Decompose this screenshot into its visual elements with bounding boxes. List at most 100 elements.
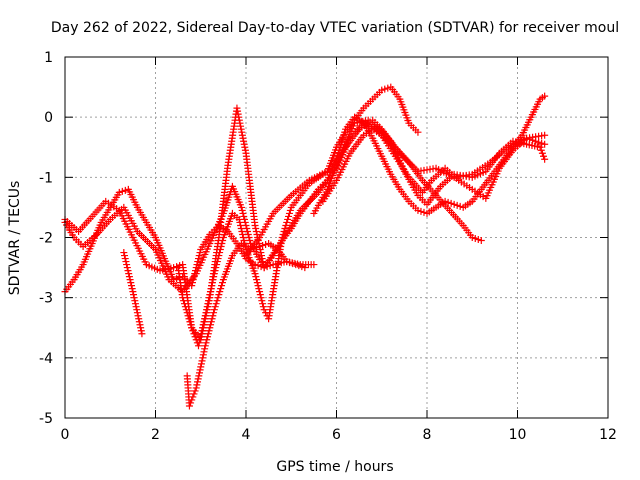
data-point — [138, 330, 146, 338]
data-point — [282, 221, 290, 229]
data-point — [214, 255, 222, 263]
y-tick-label: -1 — [39, 170, 53, 186]
data-point — [208, 282, 216, 290]
data-point — [193, 261, 201, 269]
data-point — [341, 128, 349, 136]
data-point — [301, 264, 309, 272]
data-point — [240, 237, 248, 245]
data-point — [237, 122, 245, 130]
data-point — [199, 321, 207, 329]
data-point — [441, 197, 449, 205]
data-point — [240, 140, 248, 148]
data-point — [208, 279, 216, 287]
data-point — [181, 303, 189, 311]
data-point — [252, 273, 260, 281]
data-point — [417, 207, 425, 215]
data-point — [541, 155, 549, 163]
data-point — [474, 236, 482, 244]
data-point — [540, 152, 548, 160]
data-point — [216, 249, 224, 257]
data-point — [310, 261, 318, 269]
data-point — [128, 285, 136, 293]
x-axis-label: GPS time / hours — [276, 459, 393, 475]
data-point — [202, 309, 210, 317]
data-point — [252, 224, 260, 232]
data-point — [253, 276, 261, 284]
data-point — [252, 227, 260, 235]
data-point — [134, 312, 142, 320]
data-point — [278, 234, 286, 241]
data-point — [206, 288, 214, 296]
data-point — [218, 282, 226, 290]
data-point — [285, 212, 293, 220]
data-point — [283, 218, 291, 226]
data-point — [204, 300, 212, 308]
data-point — [194, 258, 202, 266]
data-point — [217, 243, 225, 251]
data-point — [251, 261, 259, 269]
data-point — [235, 113, 243, 121]
data-point — [194, 378, 202, 386]
data-point — [256, 243, 264, 251]
data-point — [213, 261, 221, 269]
data-point — [131, 300, 139, 308]
data-point — [384, 84, 392, 92]
data-point — [180, 297, 188, 305]
data-point — [199, 351, 207, 359]
data-point — [468, 234, 476, 241]
data-point — [183, 309, 191, 317]
data-point — [137, 327, 145, 335]
y-tick-label: -4 — [39, 351, 53, 367]
data-point — [211, 267, 219, 275]
data-point — [200, 348, 208, 356]
data-point — [257, 294, 265, 302]
data-point — [127, 282, 135, 290]
data-point — [206, 324, 214, 332]
data-point — [196, 249, 204, 257]
data-point — [259, 300, 267, 308]
data-point — [210, 306, 218, 314]
data-point — [121, 255, 129, 263]
data-point — [258, 255, 266, 263]
data-point — [195, 339, 203, 347]
x-tick-label: 0 — [61, 427, 70, 443]
data-point — [378, 86, 386, 94]
data-point — [197, 333, 205, 341]
data-point — [192, 384, 200, 392]
data-point — [204, 333, 212, 341]
data-point — [340, 131, 348, 139]
data-point — [234, 107, 242, 115]
data-point — [236, 119, 244, 127]
series-trace-2 — [61, 176, 331, 296]
data-point — [121, 252, 129, 260]
x-tick-label: 10 — [509, 427, 527, 443]
data-point — [217, 285, 225, 293]
data-point — [136, 321, 144, 329]
data-point — [205, 297, 213, 305]
data-point — [238, 128, 246, 136]
data-point — [236, 218, 244, 226]
data-point — [133, 306, 141, 314]
data-point — [477, 237, 485, 245]
data-point — [123, 261, 131, 269]
data-point — [257, 249, 265, 257]
data-point — [124, 267, 132, 275]
data-point — [233, 104, 241, 112]
y-tick-label: 1 — [44, 50, 53, 66]
data-point — [198, 357, 206, 365]
data-point — [212, 264, 220, 272]
data-point — [237, 125, 245, 133]
data-point — [200, 318, 208, 326]
data-point — [189, 327, 197, 335]
data-point — [201, 312, 209, 320]
data-point — [135, 315, 143, 323]
data-point — [258, 297, 266, 305]
data-point — [453, 201, 461, 209]
data-point — [289, 260, 297, 268]
data-point — [185, 402, 193, 410]
data-point — [535, 138, 543, 146]
data-point — [198, 327, 206, 335]
data-point — [239, 230, 247, 238]
data-point — [237, 203, 245, 211]
